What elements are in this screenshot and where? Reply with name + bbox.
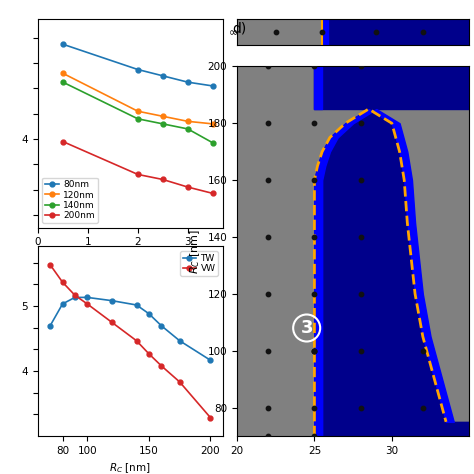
Point <box>357 63 365 70</box>
Point <box>264 290 272 298</box>
120nm <box>185 118 191 124</box>
Text: d): d) <box>232 21 246 36</box>
Line: 140nm: 140nm <box>61 80 215 145</box>
Line: 80nm: 80nm <box>61 42 215 88</box>
Y-axis label: $\infty$: $\infty$ <box>228 27 238 37</box>
Point <box>264 119 272 127</box>
Point <box>357 119 365 127</box>
VW <box>47 262 53 268</box>
80nm <box>210 83 216 89</box>
200nm <box>160 177 166 182</box>
120nm <box>160 113 166 119</box>
Point <box>357 290 365 298</box>
Point <box>264 347 272 355</box>
Point <box>357 404 365 411</box>
80nm <box>185 79 191 85</box>
Point <box>310 233 318 241</box>
80nm <box>160 73 166 79</box>
Point <box>272 28 280 36</box>
Point <box>310 432 318 440</box>
VW <box>72 292 78 298</box>
200nm <box>60 139 66 145</box>
Text: 3: 3 <box>301 319 313 337</box>
Point <box>264 233 272 241</box>
Point <box>310 347 318 355</box>
Legend: TW, VW: TW, VW <box>180 251 218 276</box>
TW <box>146 311 152 317</box>
VW <box>84 301 90 307</box>
80nm <box>135 67 141 73</box>
200nm <box>135 172 141 177</box>
VW <box>109 319 115 325</box>
120nm <box>60 71 66 76</box>
Point <box>264 432 272 440</box>
Line: 120nm: 120nm <box>61 71 215 126</box>
TW <box>158 323 164 328</box>
Line: TW: TW <box>48 295 213 363</box>
X-axis label: Mesh element size [nm]: Mesh element size [nm] <box>68 253 193 263</box>
Legend: 80nm, 120nm, 140nm, 200nm: 80nm, 120nm, 140nm, 200nm <box>43 178 98 223</box>
Line: VW: VW <box>48 263 213 420</box>
Line: 200nm: 200nm <box>61 139 215 196</box>
VW <box>158 363 164 368</box>
Point <box>310 290 318 298</box>
Y-axis label: $R_C$ [nm]: $R_C$ [nm] <box>188 229 202 273</box>
140nm <box>135 116 141 122</box>
X-axis label: $R_C$ [nm]: $R_C$ [nm] <box>109 461 151 474</box>
80nm <box>60 41 66 47</box>
Point <box>419 347 427 355</box>
140nm <box>210 140 216 146</box>
Point <box>357 347 365 355</box>
TW <box>109 298 115 303</box>
Point <box>419 404 427 411</box>
Point <box>310 176 318 184</box>
120nm <box>135 109 141 114</box>
Bar <box>322 19 469 45</box>
Point <box>319 28 326 36</box>
TW <box>60 301 65 307</box>
Point <box>357 176 365 184</box>
TW <box>72 294 78 300</box>
Point <box>310 347 318 355</box>
Point <box>310 119 318 127</box>
120nm <box>210 121 216 127</box>
Point <box>419 28 427 36</box>
140nm <box>185 126 191 132</box>
TW <box>208 357 213 363</box>
Point <box>310 347 318 355</box>
TW <box>177 338 182 344</box>
VW <box>177 379 182 385</box>
Point <box>310 63 318 70</box>
Point <box>264 404 272 411</box>
140nm <box>160 121 166 127</box>
Bar <box>322 19 328 45</box>
200nm <box>185 184 191 190</box>
Point <box>264 63 272 70</box>
Point <box>373 28 380 36</box>
TW <box>134 302 139 308</box>
VW <box>60 279 65 285</box>
140nm <box>60 79 66 85</box>
VW <box>146 351 152 356</box>
VW <box>208 415 213 420</box>
TW <box>47 323 53 328</box>
Point <box>264 176 272 184</box>
200nm <box>210 191 216 196</box>
Point <box>310 404 318 411</box>
Point <box>357 233 365 241</box>
VW <box>134 338 139 344</box>
TW <box>84 294 90 300</box>
